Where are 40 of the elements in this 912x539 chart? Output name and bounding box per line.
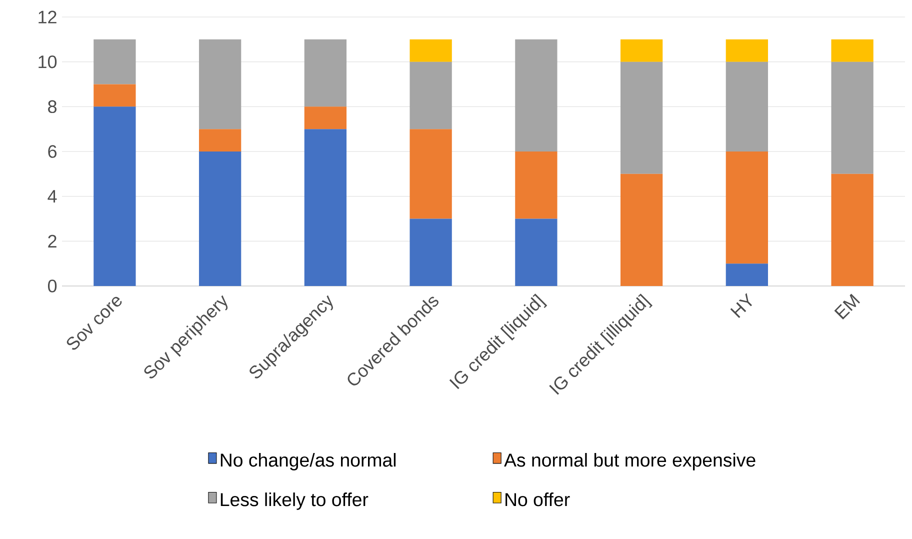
bar [515, 39, 558, 152]
bar [198, 39, 242, 130]
bar [198, 129, 242, 152]
legend-label: No offer [506, 492, 570, 506]
x-tick-label: Sov core [66, 296, 122, 350]
bar [726, 152, 768, 264]
x-tick-label: EM [834, 294, 860, 320]
bar [831, 39, 874, 62]
y-tick-label: 4 [48, 190, 57, 203]
bar [304, 129, 347, 286]
bar [831, 62, 874, 174]
bar [515, 218, 558, 286]
bar [410, 218, 452, 286]
y-tick-label: 2 [48, 234, 56, 248]
legend-label: Less likely to offer [220, 492, 368, 510]
bar [410, 129, 452, 219]
bar [410, 39, 452, 62]
bar [94, 106, 136, 286]
bar [94, 84, 136, 107]
y-tick-label: 0 [48, 280, 57, 292]
y-tick-label: 12 [38, 10, 56, 24]
bar [620, 174, 663, 286]
y-tick-label: 8 [48, 100, 57, 114]
bar [726, 39, 768, 62]
bar [94, 39, 136, 84]
bar [726, 264, 768, 286]
legend-label: As normal but more expensive [504, 453, 756, 470]
bar [410, 62, 452, 130]
bar [831, 174, 874, 286]
y-tick-label: 6 [48, 145, 57, 158]
bar [620, 39, 663, 62]
bar [515, 152, 558, 219]
bar [304, 106, 347, 130]
bar [726, 62, 768, 152]
bar [620, 62, 663, 174]
x-tick-label: HY [730, 292, 752, 318]
bar [198, 152, 242, 286]
y-tick-label: 10 [38, 55, 57, 68]
legend-label: No change/as normal [220, 453, 396, 470]
bar [304, 39, 347, 107]
